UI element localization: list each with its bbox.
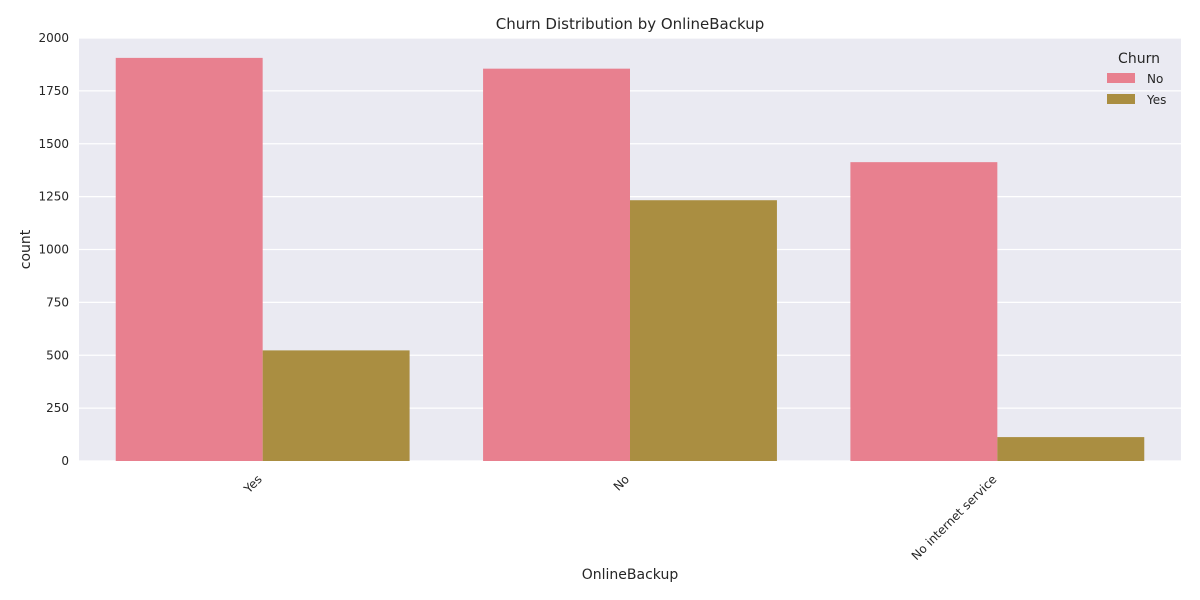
y-tick-label: 1000: [38, 243, 69, 257]
bar-no: [483, 68, 630, 461]
y-tick-label: 750: [46, 295, 69, 309]
y-tick-label: 500: [46, 348, 69, 362]
x-tick-label: No internet service: [909, 472, 1000, 563]
legend-label: Yes: [1146, 93, 1166, 107]
x-axis-label: OnlineBackup: [582, 567, 679, 583]
bars: [115, 57, 1145, 461]
x-tick-label: No: [611, 472, 632, 493]
legend-swatch: [1107, 73, 1135, 83]
y-tick-label: 1250: [38, 190, 69, 204]
chart-title: Churn Distribution by OnlineBackup: [496, 15, 764, 33]
bar-yes: [997, 437, 1145, 461]
y-tick-label: 2000: [38, 31, 69, 45]
legend-label: No: [1147, 72, 1163, 86]
y-tick-label: 1500: [38, 137, 69, 151]
legend: Churn No Yes: [1107, 51, 1166, 107]
y-tick-label: 0: [61, 454, 69, 468]
bar-yes: [262, 350, 410, 461]
y-tick-label: 250: [46, 401, 69, 415]
legend-swatch: [1107, 94, 1135, 104]
x-tick-labels: Yes No No internet service: [240, 472, 999, 563]
bar-no: [115, 57, 263, 461]
y-tick-label: 1750: [38, 84, 69, 98]
y-axis-label: count: [18, 229, 34, 269]
legend-title: Churn: [1118, 51, 1160, 67]
bar-yes: [630, 200, 777, 461]
x-tick-label: Yes: [240, 472, 264, 496]
bar-no: [850, 162, 998, 461]
y-tick-labels: 0 250 500 750 1000 1250 1500 1750 2000: [38, 31, 69, 468]
